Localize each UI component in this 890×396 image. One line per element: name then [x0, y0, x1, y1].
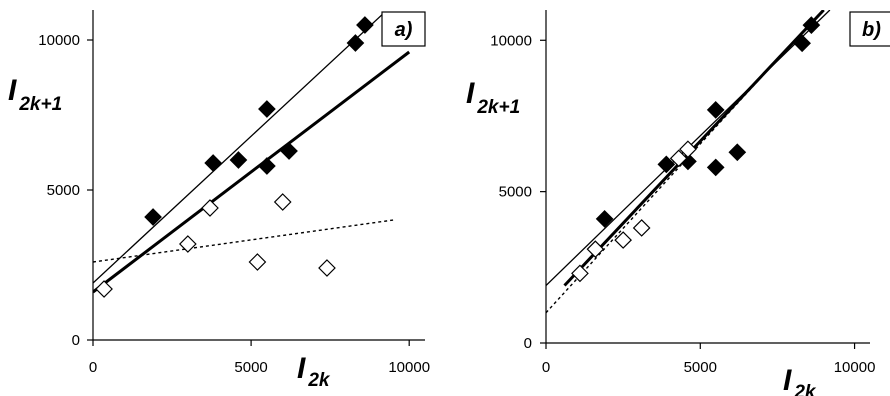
- open-diamond-point: [571, 264, 589, 283]
- filled-diamond-point: [706, 158, 725, 177]
- x-tick-label: 5000: [234, 359, 267, 376]
- x-axis-label-sub: 2k: [793, 382, 817, 396]
- filled-diamond-point: [229, 151, 248, 169]
- filled-diamond-point: [356, 16, 374, 34]
- open-diamond-point: [201, 199, 219, 217]
- filled-diamond-point: [706, 101, 725, 119]
- open-diamond-point: [318, 259, 336, 277]
- y-axis-label-main: I: [8, 74, 17, 107]
- y-axis-label-sub: 2k+1: [18, 94, 62, 115]
- x-axis-label-main: I: [783, 364, 792, 396]
- filled-diamond-point: [657, 155, 676, 174]
- x-tick-label: 0: [542, 359, 550, 376]
- y-tick-label: 5000: [47, 182, 80, 199]
- filled-diamond-point: [346, 34, 365, 52]
- filled-diamond-point: [144, 208, 162, 226]
- filled-diamond-point: [258, 100, 276, 118]
- y-axis-label-sub: 2k+1: [476, 97, 520, 118]
- y-axis-label: I 2k+1: [466, 77, 520, 118]
- fit-line-dotted: [93, 219, 394, 263]
- filled-diamond-point: [728, 143, 747, 162]
- filled-diamond-point: [280, 142, 298, 160]
- y-tick-label: 0: [72, 332, 80, 349]
- fit-lines: [93, 12, 411, 294]
- panel-label-box: [849, 11, 890, 47]
- panel-label-box: [381, 11, 426, 47]
- filled-diamond-point: [802, 16, 821, 34]
- y-axis-label-main: I: [466, 77, 475, 110]
- open-diamond-point: [179, 235, 197, 253]
- y-axis-label: I 2k+1: [8, 74, 62, 115]
- open-diamond-point: [586, 240, 605, 259]
- filled-diamond-point: [793, 34, 811, 53]
- filled-diamond-point: [258, 157, 276, 175]
- panel-label: a): [395, 19, 413, 41]
- open-diamond-point: [632, 219, 651, 237]
- x-tick-label: 0: [89, 359, 97, 376]
- open-diamond-point: [614, 231, 632, 249]
- open-diamond-point: [679, 140, 697, 159]
- x-tick-label: 10000: [388, 359, 430, 376]
- y-tick-label: 5000: [499, 184, 532, 201]
- fit-line-thin: [93, 12, 385, 284]
- x-tick-label: 10000: [834, 359, 876, 376]
- y-tick-label: 10000: [490, 32, 532, 49]
- y-tick-label: 0: [524, 335, 532, 352]
- x-axis-label: I 2k: [783, 364, 817, 396]
- x-tick-label: 5000: [684, 359, 717, 376]
- x-axis-label-main: I: [297, 352, 306, 385]
- y-tick-label: 10000: [38, 32, 80, 49]
- open-diamond-point: [248, 253, 267, 271]
- fit-line-thick: [93, 50, 411, 294]
- panel-label: b): [862, 19, 881, 41]
- x-axis-label: I 2k: [297, 352, 331, 391]
- open-diamond-point: [669, 149, 688, 168]
- open-diamond-point: [95, 280, 113, 298]
- open-diamond-point: [273, 193, 292, 211]
- x-axis-label-sub: 2k: [307, 370, 331, 391]
- filled-diamond-point: [595, 210, 614, 228]
- filled-diamond-point: [204, 154, 223, 172]
